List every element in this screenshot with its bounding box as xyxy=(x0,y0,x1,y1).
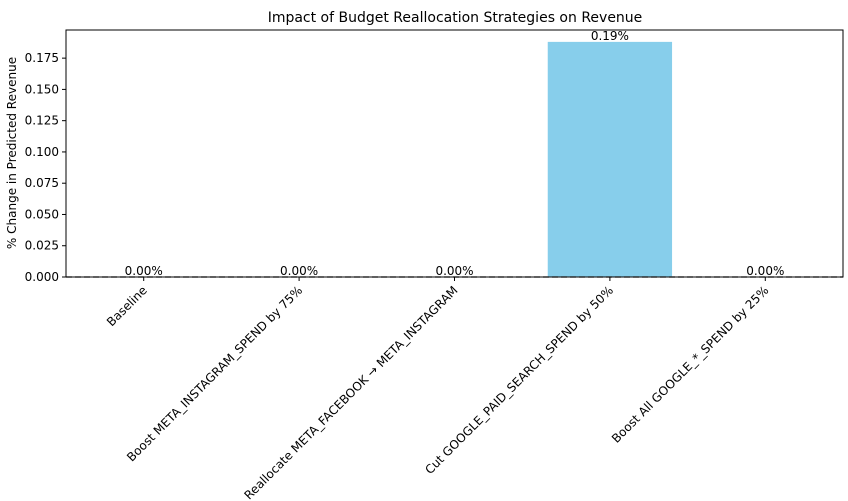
bar-3 xyxy=(547,41,673,277)
bars-group xyxy=(547,41,673,277)
y-tick-label-5: 0.125 xyxy=(25,114,59,128)
y-tick-label-0: 0.000 xyxy=(25,270,59,284)
y-tick-label-7: 0.175 xyxy=(25,51,59,65)
data-labels-group: 0.00% 0.00% 0.00% 0.19% 0.00% xyxy=(125,29,785,278)
y-axis-ticks: 0.000 0.025 0.050 0.075 0.100 0.125 0.150 0.175 xyxy=(25,51,66,284)
y-tick-label-2: 0.050 xyxy=(25,207,59,221)
y-axis-label: % Change in Predicted Revenue xyxy=(5,57,19,249)
y-tick-label-6: 0.150 xyxy=(25,82,59,96)
chart-title: Impact of Budget Reallocation Strategies… xyxy=(268,10,643,26)
x-tick-label-3: Cut GOOGLE_PAID_SEARCH_SPEND by 50% xyxy=(422,283,616,477)
x-tick-label-1: Boost META_INSTAGRAM_SPEND by 75% xyxy=(124,283,305,464)
data-label-0: 0.00% xyxy=(125,264,163,278)
plot-area-frame xyxy=(65,29,844,278)
data-label-3: 0.19% xyxy=(591,29,629,43)
data-label-2: 0.00% xyxy=(435,264,473,278)
y-tick-label-1: 0.025 xyxy=(25,239,59,253)
y-tick-label-4: 0.100 xyxy=(25,145,59,159)
x-tick-label-4: Boost All GOOGLE_*_SPEND by 25% xyxy=(609,283,772,446)
y-tick-label-3: 0.075 xyxy=(25,176,59,190)
x-tick-label-0: Baseline xyxy=(104,283,150,329)
data-label-1: 0.00% xyxy=(280,264,318,278)
data-label-4: 0.00% xyxy=(746,264,784,278)
